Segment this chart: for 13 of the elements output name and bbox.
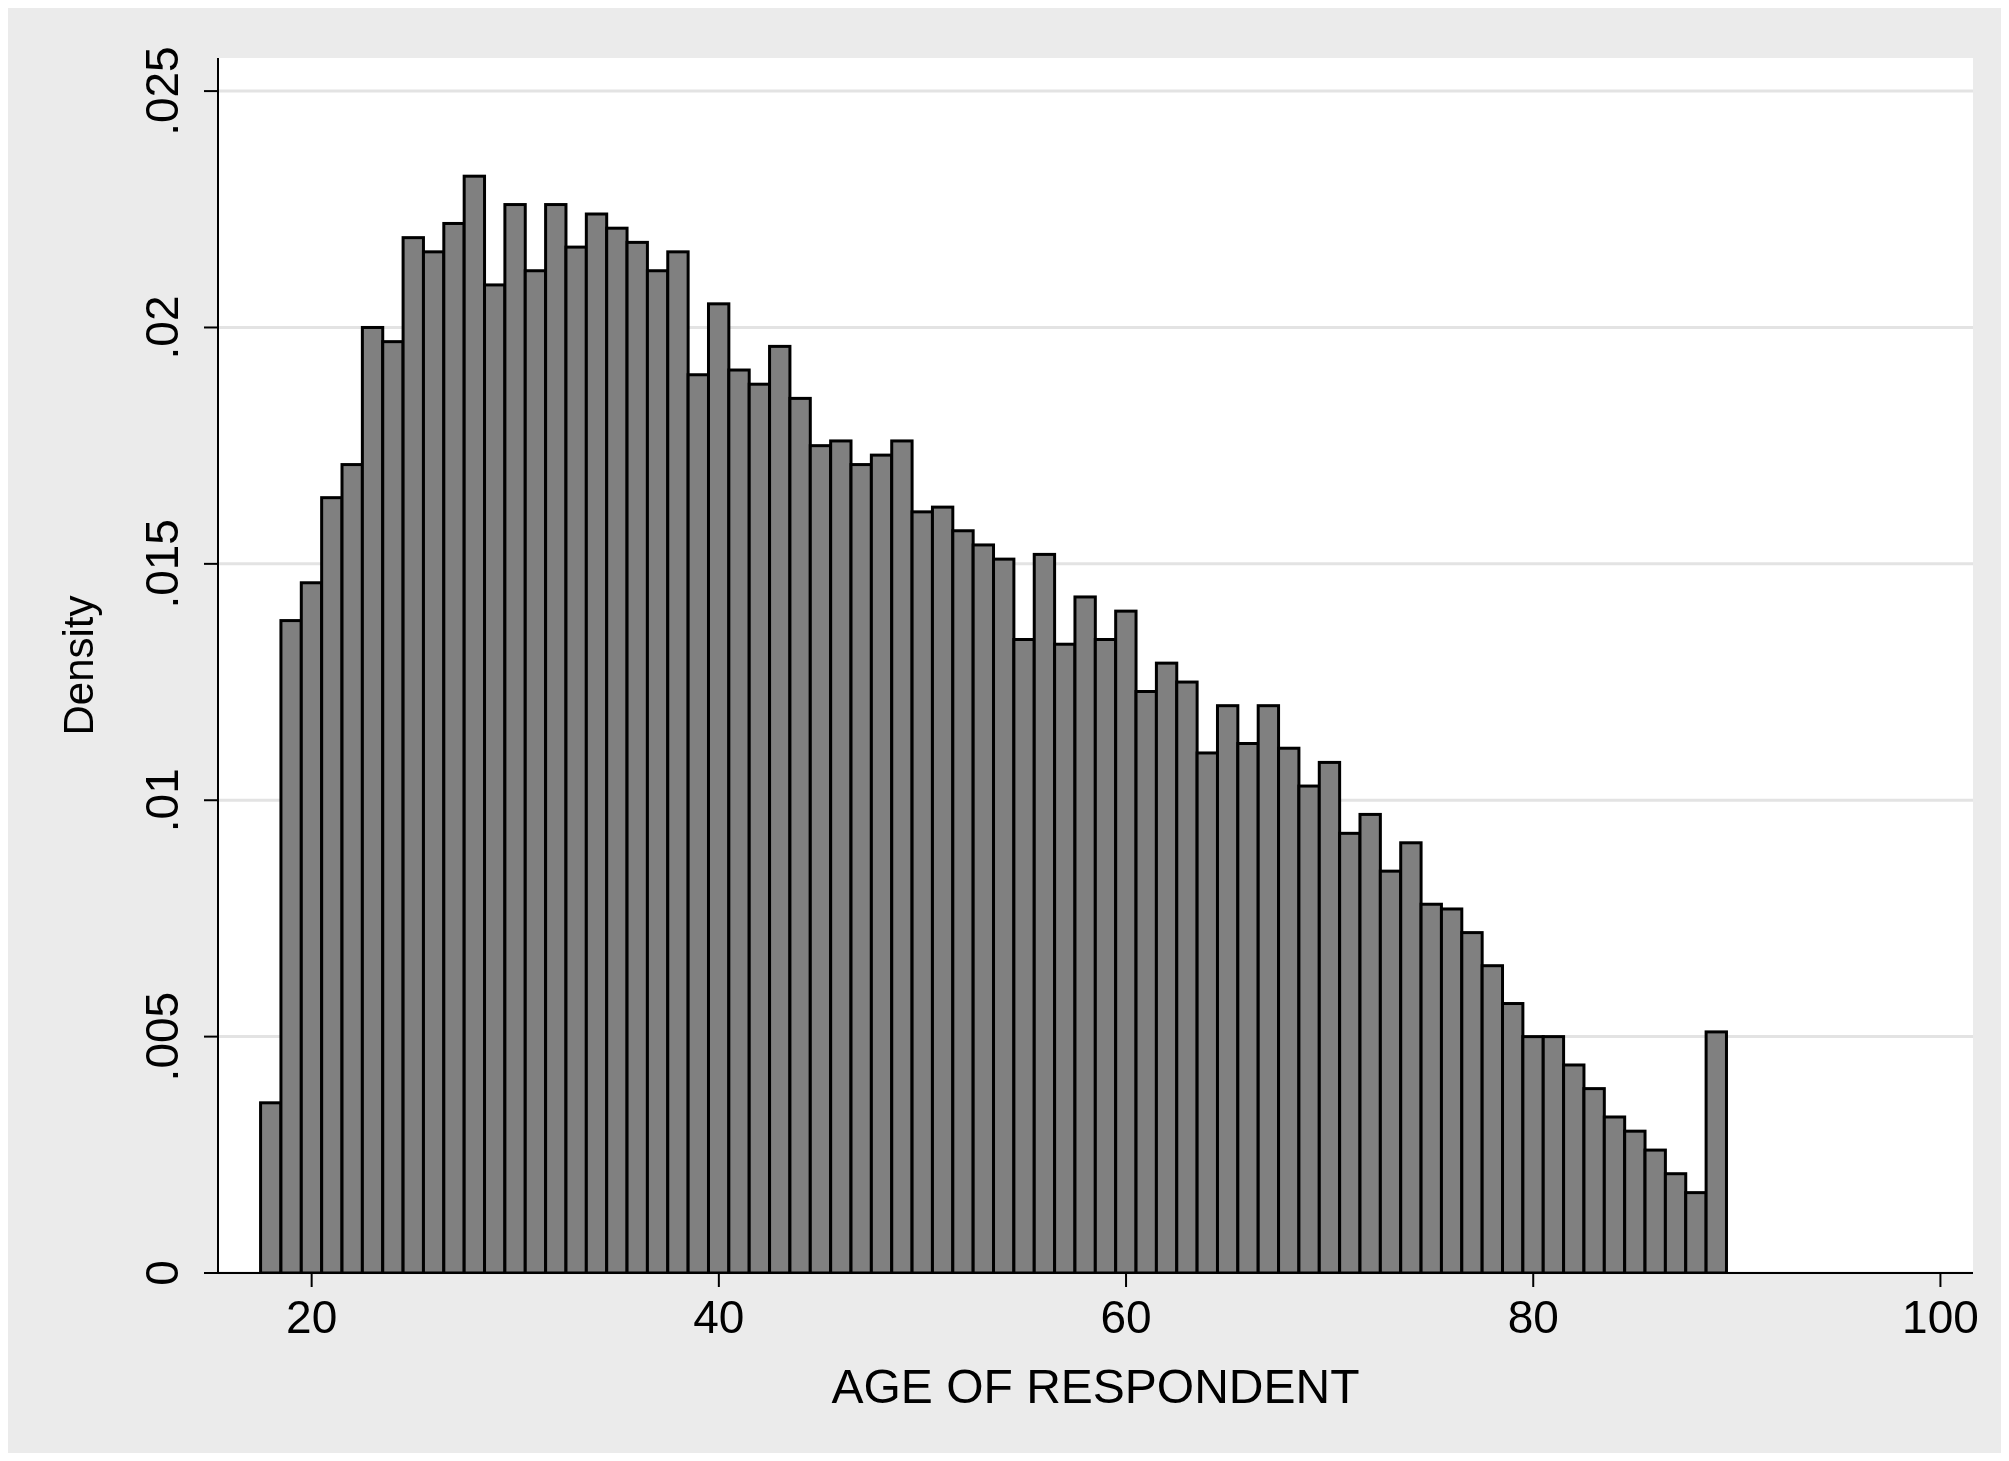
- y-tick-label: 0: [136, 1260, 188, 1286]
- y-tick-label: .015: [136, 519, 188, 609]
- x-tick-label: 20: [286, 1290, 338, 1343]
- x-tick-label: 40: [693, 1290, 745, 1343]
- x-tick-label: 80: [1507, 1290, 1559, 1343]
- y-tick-label: .025: [136, 46, 188, 136]
- y-tick-label: .02: [136, 295, 188, 360]
- y-tick-label: .005: [136, 991, 188, 1082]
- y-tick-label: .01: [136, 768, 188, 833]
- x-axis-title: AGE OF RESPONDENT: [831, 1360, 1360, 1413]
- x-tick-label: 60: [1100, 1290, 1152, 1343]
- x-tick-label: 100: [1902, 1290, 1979, 1343]
- y-axis-title: Density: [54, 595, 102, 736]
